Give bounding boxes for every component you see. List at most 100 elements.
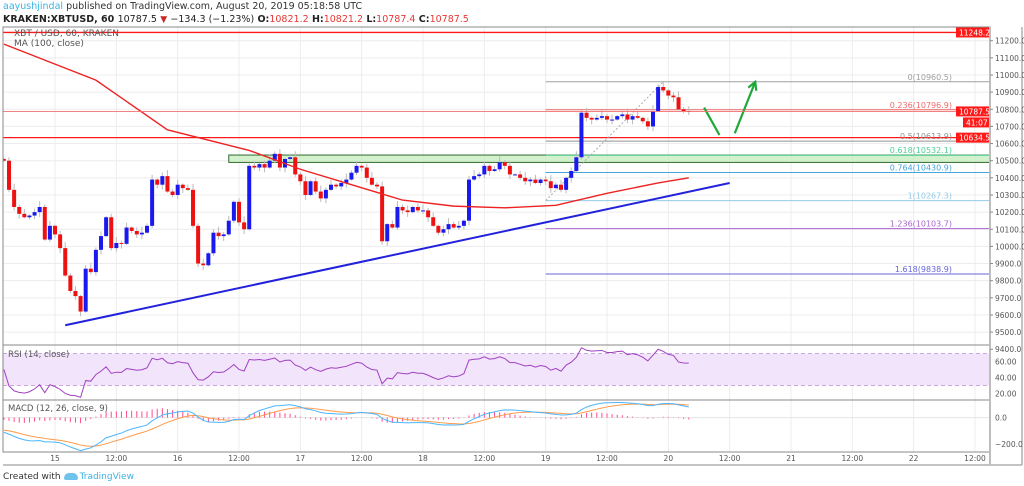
price-tick-label: 9900.0: [995, 260, 1021, 269]
candle-up: [467, 179, 472, 221]
candle-up: [37, 206, 42, 213]
candle-down: [369, 177, 374, 185]
candle-up: [410, 206, 415, 213]
candle-down: [242, 222, 247, 230]
candle-up: [93, 249, 98, 273]
fib-level-label: 0.618(10532.1): [890, 146, 952, 155]
candle-down: [22, 213, 27, 218]
time-tick-label: 12:00: [474, 454, 496, 463]
candle-down: [170, 191, 175, 195]
level-price-badge-bg: [956, 27, 989, 38]
author-link[interactable]: aayushjindal: [3, 1, 64, 12]
price-tick-label: 9700.0: [995, 294, 1021, 303]
candle-up: [385, 224, 390, 242]
tradingview-link[interactable]: TradingView: [79, 472, 134, 482]
candle-up: [395, 206, 400, 228]
price-tick-label: 10900.0: [995, 88, 1024, 97]
candle-up: [221, 234, 226, 237]
price-tick-label: 9400.0: [995, 345, 1021, 354]
price-tick-label: 10100.0: [995, 225, 1024, 234]
candle-down: [533, 179, 538, 183]
projection-arrow: [703, 107, 721, 136]
candle-down: [487, 165, 492, 171]
high-value: 10821.2: [323, 14, 363, 25]
time-tick-label: 22: [909, 454, 919, 463]
time-tick-label: 19: [541, 454, 551, 463]
rsi-tick-label: 20.00: [995, 390, 1017, 399]
candle-down: [298, 174, 303, 182]
candle-up: [492, 169, 497, 171]
created-with-text: Created with: [3, 472, 61, 482]
candle-down: [313, 181, 318, 192]
candle-up: [513, 174, 517, 176]
candle-down: [415, 206, 420, 211]
fib-level-label: 1.618(9838.9): [895, 265, 952, 274]
candle-up: [446, 224, 451, 230]
candle-down: [191, 189, 196, 226]
symbol: KRAKEN:XBTUSD, 60: [3, 14, 115, 25]
rsi-pane: [3, 347, 990, 398]
candle-up: [477, 174, 482, 177]
price-tick-label: 10400.0: [995, 174, 1024, 183]
candle-down: [73, 290, 78, 297]
arrow-head-icon: [747, 79, 758, 91]
candle-up: [27, 215, 32, 218]
candle-down: [380, 186, 385, 242]
tradingview-logo-icon: [63, 473, 78, 480]
candle-up: [615, 116, 620, 120]
candle-up: [272, 153, 277, 161]
publish-info: aayushjindal published on TradingView.co…: [3, 1, 362, 12]
macd-tick-label: −200.0: [995, 440, 1023, 449]
time-tick-label: 12:00: [596, 454, 618, 463]
candle-down: [252, 165, 257, 168]
candle-down: [390, 224, 395, 228]
candle-down: [543, 179, 548, 182]
candle-up: [344, 179, 349, 183]
candle-up: [574, 157, 579, 171]
candle-down: [88, 268, 93, 273]
candle-up: [160, 176, 165, 185]
candle-up: [83, 268, 88, 312]
candle-up: [538, 179, 543, 183]
candle-up: [288, 157, 293, 159]
candle-down: [523, 177, 528, 182]
candle-up: [482, 165, 487, 175]
time-tick-label: 17: [296, 454, 306, 463]
low-value: 10787.4: [376, 14, 416, 25]
rsi-band: [3, 353, 990, 386]
close-value: 10787.5: [429, 14, 469, 25]
candle-down: [201, 263, 206, 266]
last-price: 10787.5: [117, 14, 157, 25]
candle-up: [349, 172, 354, 180]
macd-tick-label: 0.0: [995, 414, 1007, 423]
time-tick-label: 18: [418, 454, 428, 463]
candle-up: [656, 86, 661, 111]
macd-pane: [3, 401, 990, 452]
price-tick-label: 10000.0: [995, 242, 1024, 251]
candle-up: [145, 225, 150, 233]
candle-down: [165, 176, 170, 192]
candle-up: [308, 181, 313, 195]
candle-up: [354, 165, 359, 173]
level-price-badge: 10634.5: [959, 134, 990, 143]
time-tick-label: 12:00: [228, 454, 250, 463]
price-tick-label: 11000.0: [995, 71, 1024, 80]
candle-up: [47, 225, 52, 240]
last-price-badge: 10787.5: [959, 107, 990, 116]
rsi-tick-label: 60.00: [995, 358, 1017, 367]
candle-up: [630, 116, 635, 120]
candle-down: [436, 225, 441, 233]
ma-legend: MA (100, close): [14, 39, 84, 49]
down-triangle-icon: ▼: [160, 15, 168, 25]
axes: 11200.0 11100.0 11000.0 10900.0 10800.0 10700…: [2, 26, 1024, 466]
candle-down: [584, 112, 589, 118]
time-tick-label: 20: [664, 454, 674, 463]
candle-down: [134, 230, 139, 235]
candle-down: [7, 160, 12, 190]
symbol-info: KRAKEN:XBTUSD, 60 10787.5 ▼ −134.3 (−1.2…: [3, 14, 469, 25]
last-price-badge-bg: [956, 106, 989, 117]
pane-frame: [2, 399, 991, 453]
candle-up: [114, 242, 119, 249]
candle-down: [645, 121, 650, 127]
